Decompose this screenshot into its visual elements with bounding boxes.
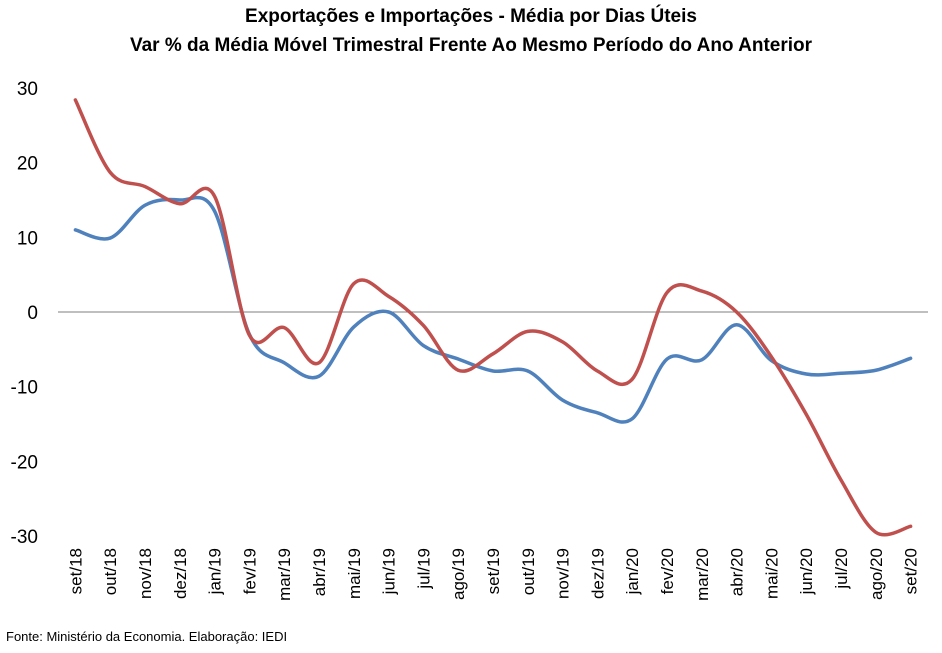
x-tick-label: set/20: [902, 548, 921, 594]
y-axis: 30 20 10 0 -10 -20 -30: [11, 79, 38, 548]
x-tick-label: mar/20: [693, 548, 712, 601]
series-line-blue: [73, 195, 913, 424]
x-tick-label: ago/20: [867, 548, 886, 600]
x-tick-label: jun/19: [380, 548, 399, 595]
chart-title: Exportações e Importações - Média por Di…: [245, 6, 697, 27]
x-tick-label: jan/20: [623, 548, 642, 595]
source-note: Fonte: Ministério da Economia. Elaboraçã…: [6, 629, 288, 644]
y-tick-label: -30: [11, 527, 38, 548]
series-line-red: [73, 98, 913, 537]
y-tick-label: 30: [17, 79, 38, 100]
x-tick-label: nov/18: [136, 548, 155, 599]
x-tick-label: ago/19: [449, 548, 468, 600]
x-tick-label: jul/20: [832, 548, 851, 590]
chart-subtitle: Var % da Média Móvel Trimestral Frente A…: [129, 35, 813, 56]
x-tick-label: abr/20: [728, 548, 747, 596]
x-tick-label: mai/19: [345, 548, 364, 599]
x-tick-label: mai/20: [762, 548, 781, 599]
series-layer: [73, 98, 913, 537]
x-tick-label: dez/19: [588, 548, 607, 599]
x-tick-label: out/18: [101, 548, 120, 595]
x-tick-label: jan/19: [206, 548, 225, 595]
x-tick-label: out/19: [519, 548, 538, 595]
x-tick-label: mar/19: [275, 548, 294, 601]
x-tick-label: fev/20: [658, 548, 677, 594]
x-tick-label: jul/19: [414, 548, 433, 590]
x-tick-label: jun/20: [797, 548, 816, 595]
x-tick-label: set/19: [484, 548, 503, 594]
x-axis: set/18 out/18 nov/18 dez/18 jan/19 fev/19 mar/…: [58, 311, 928, 601]
x-tick-label: abr/19: [310, 548, 329, 596]
x-tick-label: nov/19: [554, 548, 573, 599]
x-tick-label: fev/19: [240, 548, 259, 594]
y-tick-label: -20: [11, 452, 38, 473]
y-tick-label: 0: [27, 303, 38, 324]
y-tick-label: -10: [11, 378, 38, 399]
y-tick-label: 20: [17, 154, 38, 175]
x-tick-label: set/18: [66, 548, 85, 594]
x-tick-label: dez/18: [171, 548, 190, 599]
y-tick-label: 10: [17, 228, 38, 249]
